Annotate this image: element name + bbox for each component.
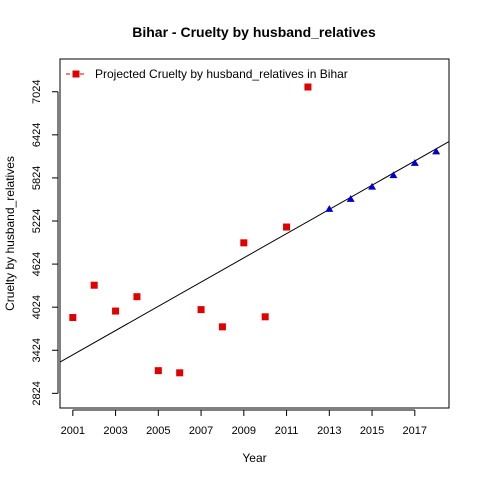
plot-frame [59, 58, 450, 409]
observed-point [304, 83, 312, 91]
x-tick-label: 2003 [103, 425, 127, 437]
x-tick-label: 2001 [61, 425, 85, 437]
observed-point [154, 367, 162, 375]
observed-point [176, 369, 184, 377]
x-axis-label: Year [242, 451, 266, 465]
observed-point [90, 281, 98, 289]
legend-label: Projected Cruelty by husband_relatives i… [95, 67, 348, 81]
x-tick-label: 2007 [189, 425, 213, 437]
y-tick-label: 4624 [31, 252, 43, 276]
projected-point [410, 159, 419, 166]
observed-point [218, 323, 226, 331]
y-tick-label: 6424 [31, 123, 43, 147]
legend-marker [72, 70, 80, 78]
observed-point [197, 306, 205, 314]
trend-line [60, 141, 449, 363]
observed-point [69, 314, 77, 322]
y-tick-label: 3424 [31, 338, 43, 362]
projected-point [432, 147, 441, 155]
y-tick-label: 2824 [31, 381, 43, 405]
x-tick-label: 2015 [360, 425, 384, 437]
observed-point [133, 293, 141, 301]
projected-point [389, 171, 398, 179]
chart-title: Bihar - Cruelty by husband_relatives [132, 24, 376, 40]
projected-point [368, 182, 377, 190]
y-tick-label: 5224 [31, 209, 43, 233]
y-tick-label: 7024 [31, 80, 43, 104]
observed-point [112, 307, 120, 315]
observed-point [240, 239, 248, 247]
x-tick-label: 2005 [146, 425, 170, 437]
projected-point [325, 205, 334, 212]
observed-point [283, 223, 291, 231]
observed-point [261, 313, 269, 321]
y-tick-label: 4024 [31, 295, 43, 319]
y-axis-label: Cruelty by husband_relatives [3, 156, 17, 311]
x-tick-label: 2011 [275, 425, 299, 437]
x-tick-label: 2017 [403, 425, 427, 437]
projected-point [346, 195, 355, 202]
y-tick-label: 5824 [31, 166, 43, 190]
x-tick-label: 2009 [232, 425, 256, 437]
x-tick-label: 2013 [317, 425, 341, 437]
